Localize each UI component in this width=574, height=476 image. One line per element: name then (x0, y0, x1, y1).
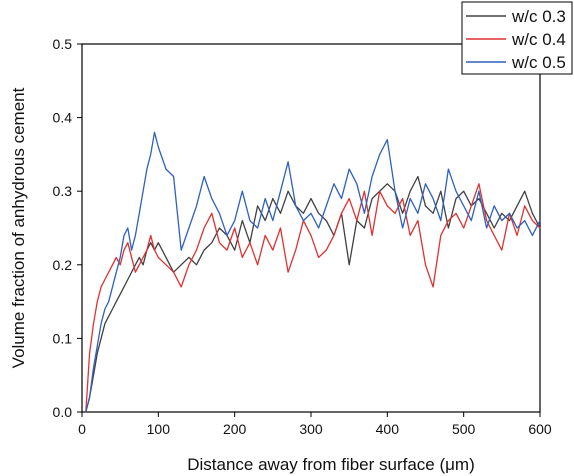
y-tick-label: 0.2 (53, 257, 73, 273)
x-axis-label: Distance away from fiber surface (μm) (187, 455, 475, 474)
y-axis-label: Volume fraction of anhydrous cement (9, 87, 28, 368)
legend-label: w/c 0.5 (511, 53, 566, 72)
y-tick-label: 0.5 (53, 36, 73, 52)
x-tick-label: 100 (147, 421, 171, 437)
legend-label: w/c 0.4 (511, 30, 566, 49)
legend-label: w/c 0.3 (511, 7, 566, 26)
x-tick-label: 500 (452, 421, 476, 437)
legend: w/c 0.3 w/c 0.4 w/c 0.5 (461, 1, 573, 75)
x-tick-label: 300 (299, 421, 323, 437)
x-tick-label: 400 (376, 421, 400, 437)
series-layer (85, 131, 541, 413)
series-line-2 (85, 183, 541, 413)
x-tick-label: 0 (78, 421, 86, 437)
x-tick-label: 600 (528, 421, 552, 437)
y-tick-label: 0.1 (53, 330, 73, 346)
y-tick-label: 0.4 (53, 110, 73, 126)
plot-frame (81, 43, 541, 413)
y-tick-label: 0.0 (53, 404, 73, 420)
y-tick-label: 0.3 (53, 183, 73, 199)
x-tick-label: 200 (223, 421, 247, 437)
axis-layer: 0 100 200 300 400 500 600 0.0 0.1 0.2 0.3 0.4 0.5 Dis… (9, 36, 552, 474)
series-line-3 (85, 131, 541, 413)
